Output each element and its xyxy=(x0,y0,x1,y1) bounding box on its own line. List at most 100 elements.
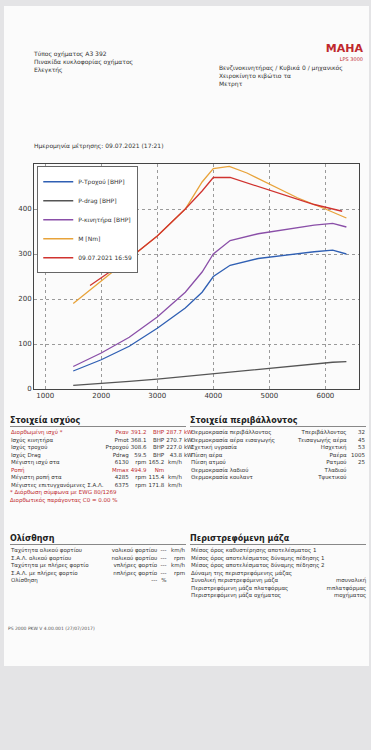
html-text:Ελεγκτής: Ελεγκτής xyxy=(34,66,63,73)
html-text:km/h: km/h xyxy=(168,459,182,465)
html-text:Πίεση αέρα: Πίεση αέρα xyxy=(191,451,223,458)
html-text:km/h: km/h xyxy=(171,547,185,553)
html-text:Pmot 368.1: Pmot 368.1 xyxy=(114,436,147,443)
html-text:LPS 3000: LPS 3000 xyxy=(339,56,363,62)
html-text:Nm: Nm xyxy=(154,466,165,473)
html-text:rpm 171.8: rpm 171.8 xyxy=(135,481,165,488)
html-text:MAHA: MAHA xyxy=(325,42,363,55)
svg-text:3000: 3000 xyxy=(148,392,166,400)
html-text:Διορθωτικός παράγοντας C0 = 0.: Διορθωτικός παράγοντας C0 = 0.00 % xyxy=(10,496,118,503)
svg-text:6000: 6000 xyxy=(316,392,334,400)
html-text:53: 53 xyxy=(358,444,365,450)
html-text:Συνολική περιστρεφόμενη μάζα: Συνολική περιστρεφόμενη μάζα xyxy=(191,577,279,583)
html-text:Ολίσθηση: Ολίσθηση xyxy=(11,577,38,583)
html-text:Θερμοκρασία κουλαντ: Θερμοκρασία κουλαντ xyxy=(191,474,253,480)
html-text:Σ.Α.Λ. με πλήρες φορτίο: Σ.Α.Λ. με πλήρες φορτίο xyxy=(11,569,78,576)
html-text:Μέγιστες επιτυγχανόμενες Σ.Α.Λ: Μέγιστες επιτυγχανόμενες Σ.Α.Λ. xyxy=(11,481,104,488)
html-text:43.8 kW: 43.8 kW xyxy=(169,451,193,458)
html-text:Ταχύτητα με πλήρες φορτίο: Ταχύτητα με πλήρες φορτίο xyxy=(11,562,89,568)
html-text:Ισχύς τροχού: Ισχύς τροχού xyxy=(11,444,48,450)
html-text:BHP 270.7 kW: BHP 270.7 kW xyxy=(152,436,193,443)
html-text:Tλαδιού: Tλαδιού xyxy=(324,466,347,473)
html-text:Μέγιστη ισχύ στα: Μέγιστη ισχύ στα xyxy=(11,459,60,465)
svg-text:P-drag [BHP]: P-drag [BHP] xyxy=(78,197,116,205)
html-text:59.5: 59.5 xyxy=(134,451,147,458)
html-text:Τύπος οχήματος A3 392: Τύπος οχήματος A3 392 xyxy=(34,50,107,57)
html-text:Στοιχεία περιβάλλοντος: Στοιχεία περιβάλλοντος xyxy=(190,416,298,425)
html-text:Σχετική υγρασία: Σχετική υγρασία xyxy=(191,444,237,450)
html-text:Διορθωμένη ισχύ *: Διορθωμένη ισχύ * xyxy=(11,429,63,435)
svg-text:5000: 5000 xyxy=(260,392,278,400)
svg-text:0: 0 xyxy=(27,385,31,393)
html-text:Σ.Α.Λ. ολικού φορτίου: Σ.Α.Λ. ολικού φορτίου xyxy=(11,554,72,561)
html-text:Πινακίδα κυκλοφορίας οχήματος: Πινακίδα κυκλοφορίας οχήματος xyxy=(34,58,134,65)
html-text:nπλήρες φορτίο ---: nπλήρες φορτίο --- xyxy=(113,569,167,576)
svg-text:2000: 2000 xyxy=(92,392,110,400)
html-text:Ροπή: Ροπή xyxy=(11,466,25,473)
html-text:rpm: rpm xyxy=(173,569,185,576)
html-text:6375: 6375 xyxy=(114,481,129,488)
html-text:Μέσος όρος καθυστέρησης αποτελ: Μέσος όρος καθυστέρησης αποτελέσματος 1 xyxy=(191,547,317,553)
html-text:BHP: BHP xyxy=(152,451,165,458)
html-text:Tεισαγωγής αέρα: Tεισαγωγής αέρα xyxy=(297,436,347,443)
html-text:km/h: km/h xyxy=(168,481,182,488)
html-text:Βενζινοκινητήρας / Κυβικά 0 /: Βενζινοκινητήρας / Κυβικά 0 / μηχανικός xyxy=(219,64,343,71)
html-text:Θερμοκρασία λαδιού: Θερμοκρασία λαδιού xyxy=(191,466,249,473)
html-text:Pdrag: Pdrag xyxy=(112,451,129,458)
html-text:* Διόρθωση σύμφωνα με EWG 80/1: * Διόρθωση σύμφωνα με EWG 80/1269 xyxy=(10,489,117,495)
html-text:25: 25 xyxy=(358,459,365,465)
html-text:Tψυκτικού: Tψυκτικού xyxy=(318,474,347,480)
html-text:Hσχετική: Hσχετική xyxy=(320,444,347,450)
html-text:rpm 165.2: rpm 165.2 xyxy=(135,459,165,465)
html-text:Pατμού: Pατμού xyxy=(326,459,347,465)
html-text:Μετρητ: Μετρητ xyxy=(219,80,243,87)
html-text:Χειροκίνητο κιβώτιο τα: Χειροκίνητο κιβώτιο τα xyxy=(219,72,291,79)
html-text:km/h: km/h xyxy=(168,474,182,480)
html-text:Περιστρεφόμενη μάζα πλατφόρμας: Περιστρεφόμενη μάζα πλατφόρμας xyxy=(191,584,289,591)
html-text:Θερμοκρασία περιβάλλοντος: Θερμοκρασία περιβάλλοντος xyxy=(191,429,272,435)
svg-text:M [Nm]: M [Nm] xyxy=(78,235,100,242)
html-text:km/h: km/h xyxy=(171,562,185,568)
html-text:vολικού φορτίου ---: vολικού φορτίου --- xyxy=(111,547,167,553)
html-text:vπλήρες φορτίο ---: vπλήρες φορτίο --- xyxy=(113,562,167,568)
svg-text:400: 400 xyxy=(18,205,31,213)
svg-text:09.07.2021 16:59: 09.07.2021 16:59 xyxy=(78,254,132,261)
svg-text:300: 300 xyxy=(18,250,31,258)
html-text:BHP 227.0 kW: BHP 227.0 kW xyxy=(152,444,193,450)
html-text:rpm: rpm xyxy=(173,554,185,561)
html-text:Pκαν 391.2: Pκαν 391.2 xyxy=(115,429,147,435)
html-text:Tπεριβάλλοντος: Tπεριβάλλοντος xyxy=(301,429,347,435)
svg-text:1000: 1000 xyxy=(36,392,54,400)
html-text:Πίεση ατμού: Πίεση ατμού xyxy=(191,459,226,465)
html-text:mσυνολική: mσυνολική xyxy=(336,577,367,583)
html-text:Ολίσθηση: Ολίσθηση xyxy=(10,534,55,543)
html-text:Μέσος όρος αποτελέσματος δύναμ: Μέσος όρος αποτελέσματος δύναμης πέδησης… xyxy=(191,554,325,561)
html-text:Θερμοκρασία αέρα εισαγωγής: Θερμοκρασία αέρα εισαγωγής xyxy=(191,436,275,443)
html-text:Ισχύς Drag: Ισχύς Drag xyxy=(11,451,41,458)
svg-text:4000: 4000 xyxy=(204,392,222,400)
html-text:Στοιχεία ισχύος: Στοιχεία ισχύος xyxy=(10,416,81,425)
html-text:Μέσος όρος αποτελέσματος δύναμ: Μέσος όρος αποτελέσματος δύναμης πέδησης… xyxy=(191,562,325,568)
html-text:4285: 4285 xyxy=(114,474,129,480)
html-text:6130: 6130 xyxy=(114,459,129,465)
html-text:nολικού φορτίου ---: nολικού φορτίου --- xyxy=(111,554,167,561)
html-text:45: 45 xyxy=(358,436,365,443)
html-text:Mmax 494.9: Mmax 494.9 xyxy=(111,466,147,473)
svg-text:100: 100 xyxy=(18,340,31,348)
html-text:32: 32 xyxy=(358,429,365,435)
html-text:1005: 1005 xyxy=(351,451,365,458)
html-text:BHP 287.7 kW: BHP 287.7 kW xyxy=(152,429,193,435)
html-text:Pτροχού 308.6: Pτροχού 308.6 xyxy=(105,444,147,450)
html-text:Pαέρα: Pαέρα xyxy=(329,451,347,458)
html-text:Δύναμη της περιστρεφόμενης μάζ: Δύναμη της περιστρεφόμενης μάζας xyxy=(191,569,292,576)
html-text:Ταχύτητα ολικού φορτίου: Ταχύτητα ολικού φορτίου xyxy=(11,547,83,553)
html-text:rpm 115.4: rpm 115.4 xyxy=(135,474,165,480)
html-text:Περιστρεφόμενη μάζα: Περιστρεφόμενη μάζα xyxy=(190,534,290,543)
svg-text:200: 200 xyxy=(18,295,31,303)
html-text:Ημερομηνία μέτρησης: 09.07.202: Ημερομηνία μέτρησης: 09.07.2021 (17:21) xyxy=(34,142,164,149)
svg-text:P-Τροχού [BHP]: P-Τροχού [BHP] xyxy=(78,178,124,186)
html-text:Μέγιστη ροπή στα: Μέγιστη ροπή στα xyxy=(11,474,62,480)
html-text:Ισχύς κινητήρα: Ισχύς κινητήρα xyxy=(11,436,53,443)
html-text:mπλατφόρμας: mπλατφόρμας xyxy=(326,584,367,591)
svg-text:P-κινητήρα [BHP]: P-κινητήρα [BHP] xyxy=(78,216,130,224)
